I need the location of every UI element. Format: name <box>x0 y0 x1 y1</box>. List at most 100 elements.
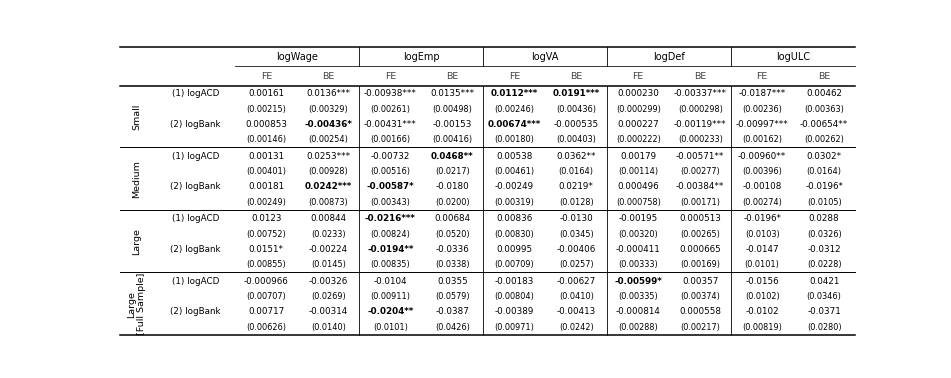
Text: (0.0242): (0.0242) <box>559 323 593 332</box>
Text: -0.00384**: -0.00384** <box>676 183 725 191</box>
Text: (0.00254): (0.00254) <box>308 135 348 144</box>
Text: -0.000814: -0.000814 <box>616 307 661 316</box>
Text: -0.0387: -0.0387 <box>436 307 469 316</box>
Text: FE: FE <box>632 72 644 81</box>
Text: FE: FE <box>261 72 272 81</box>
Text: -0.0180: -0.0180 <box>436 183 469 191</box>
Text: (0.00835): (0.00835) <box>370 260 410 269</box>
Text: (0.00236): (0.00236) <box>742 104 782 113</box>
Text: (0.00374): (0.00374) <box>680 292 720 301</box>
Text: -0.00389: -0.00389 <box>495 307 534 316</box>
Text: -0.00153: -0.00153 <box>433 120 472 129</box>
Text: (0.000758): (0.000758) <box>616 198 661 207</box>
Text: -0.00108: -0.00108 <box>743 183 782 191</box>
Text: 0.0242***: 0.0242*** <box>304 183 352 191</box>
Text: 0.000496: 0.000496 <box>617 183 659 191</box>
Text: -0.00431***: -0.00431*** <box>364 120 417 129</box>
Text: -0.00119***: -0.00119*** <box>674 120 727 129</box>
Text: (0.0140): (0.0140) <box>311 323 346 332</box>
Text: FE: FE <box>384 72 396 81</box>
Text: (0.0410): (0.0410) <box>559 292 593 301</box>
Text: logEmp: logEmp <box>403 52 439 62</box>
Text: 0.00357: 0.00357 <box>682 277 718 286</box>
Text: -0.0196*: -0.0196* <box>743 214 781 223</box>
Text: -0.0312: -0.0312 <box>807 245 841 254</box>
Text: (0.0105): (0.0105) <box>806 198 842 207</box>
Text: -0.0156: -0.0156 <box>746 277 779 286</box>
Text: (0.000222): (0.000222) <box>616 135 661 144</box>
Text: (0.0200): (0.0200) <box>435 198 470 207</box>
Text: (0.0579): (0.0579) <box>435 292 470 301</box>
Text: (0.0217): (0.0217) <box>435 167 470 176</box>
Text: (0.00319): (0.00319) <box>495 198 534 207</box>
Text: (0.00824): (0.00824) <box>370 229 410 239</box>
Text: -0.00587*: -0.00587* <box>366 183 414 191</box>
Text: -0.00183: -0.00183 <box>495 277 534 286</box>
Text: -0.00627: -0.00627 <box>556 277 596 286</box>
Text: (2) logBank: (2) logBank <box>170 120 221 129</box>
Text: -0.0194**: -0.0194** <box>367 245 414 254</box>
Text: 0.00538: 0.00538 <box>496 152 533 161</box>
Text: (0.0164): (0.0164) <box>559 167 593 176</box>
Text: 0.0355: 0.0355 <box>437 277 468 286</box>
Text: 0.00995: 0.00995 <box>496 245 533 254</box>
Text: (0.00249): (0.00249) <box>246 198 286 207</box>
Text: (0.00114): (0.00114) <box>618 167 658 176</box>
Text: 0.0219*: 0.0219* <box>559 183 593 191</box>
Text: 0.0468**: 0.0468** <box>431 152 474 161</box>
Text: (0.0280): (0.0280) <box>806 323 842 332</box>
Text: -0.0187***: -0.0187*** <box>739 89 786 98</box>
Text: 0.00161: 0.00161 <box>248 89 284 98</box>
Text: -0.00571**: -0.00571** <box>676 152 725 161</box>
Text: -0.00406: -0.00406 <box>556 245 596 254</box>
Text: logWage: logWage <box>277 52 319 62</box>
Text: (2) logBank: (2) logBank <box>170 183 221 191</box>
Text: (0.0128): (0.0128) <box>559 198 593 207</box>
Text: -0.00337***: -0.00337*** <box>673 89 727 98</box>
Text: (0.000233): (0.000233) <box>678 135 723 144</box>
Text: (0.00709): (0.00709) <box>495 260 534 269</box>
Text: FE: FE <box>509 72 520 81</box>
Text: -0.0336: -0.0336 <box>436 245 469 254</box>
Text: 0.00717: 0.00717 <box>248 307 284 316</box>
Text: -0.00413: -0.00413 <box>556 307 596 316</box>
Text: (1) logACD: (1) logACD <box>172 89 220 98</box>
Text: (0.00461): (0.00461) <box>495 167 534 176</box>
Text: 0.0136***: 0.0136*** <box>306 89 350 98</box>
Text: -0.00249: -0.00249 <box>495 183 534 191</box>
Text: (0.00277): (0.00277) <box>680 167 720 176</box>
Text: BE: BE <box>570 72 582 81</box>
Text: (0.00343): (0.00343) <box>370 198 410 207</box>
Text: (0.00288): (0.00288) <box>618 323 658 332</box>
Text: -0.0216***: -0.0216*** <box>365 214 416 223</box>
Text: -0.0371: -0.0371 <box>807 307 841 316</box>
Text: (0.0228): (0.0228) <box>806 260 842 269</box>
Text: (0.00333): (0.00333) <box>618 260 658 269</box>
Text: 0.0362**: 0.0362** <box>556 152 596 161</box>
Text: (0.00752): (0.00752) <box>246 229 286 239</box>
Text: -0.0196*: -0.0196* <box>805 183 844 191</box>
Text: 0.00844: 0.00844 <box>310 214 346 223</box>
Text: Medium: Medium <box>132 160 141 198</box>
Text: -0.0147: -0.0147 <box>746 245 779 254</box>
Text: (0.0145): (0.0145) <box>311 260 346 269</box>
Text: 0.0288: 0.0288 <box>809 214 840 223</box>
Text: (0.00166): (0.00166) <box>370 135 410 144</box>
Text: (0.00707): (0.00707) <box>246 292 286 301</box>
Text: logULC: logULC <box>776 52 810 62</box>
Text: (0.0426): (0.0426) <box>435 323 470 332</box>
Text: -0.0204**: -0.0204** <box>367 307 414 316</box>
Text: (0.00403): (0.00403) <box>556 135 596 144</box>
Text: (0.0233): (0.0233) <box>311 229 345 239</box>
Text: 0.0421: 0.0421 <box>809 277 840 286</box>
Text: (2) logBank: (2) logBank <box>170 307 221 316</box>
Text: (0.00261): (0.00261) <box>370 104 410 113</box>
Text: (0.00246): (0.00246) <box>495 104 534 113</box>
Text: (0.00215): (0.00215) <box>246 104 286 113</box>
Text: FE: FE <box>757 72 767 81</box>
Text: (0.0269): (0.0269) <box>311 292 345 301</box>
Text: Large
[Full Sample]: Large [Full Sample] <box>126 273 146 335</box>
Text: (0.0164): (0.0164) <box>806 167 842 176</box>
Text: (0.00274): (0.00274) <box>742 198 782 207</box>
Text: (0.0345): (0.0345) <box>559 229 593 239</box>
